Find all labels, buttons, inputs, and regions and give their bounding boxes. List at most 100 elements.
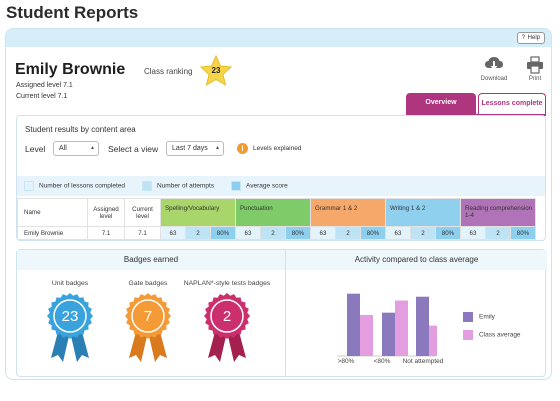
- help-button[interactable]: ? Help: [516, 32, 545, 44]
- x-tick-label: <80%: [373, 358, 391, 365]
- level-select[interactable]: All ▴: [53, 141, 99, 156]
- star-icon: [199, 54, 233, 87]
- help-icon: ?: [521, 35, 525, 41]
- legend-average-label: Average score: [246, 182, 288, 190]
- cell-average: 80%: [435, 226, 461, 240]
- cell-lessons: 63: [385, 226, 411, 240]
- cell-current-level: 7.1: [124, 226, 161, 240]
- print-icon: [527, 56, 543, 74]
- header-area[interactable]: Reading comprehension 1-4: [460, 198, 536, 227]
- legend-swatch: [463, 312, 473, 322]
- level-label: Level: [25, 144, 46, 154]
- view-select[interactable]: Last 7 days ▴: [166, 141, 224, 156]
- legend-class-label: Class average: [479, 331, 521, 339]
- badge-count: 7: [144, 308, 152, 325]
- cell-attempts: 2: [185, 226, 211, 240]
- assigned-level: Assigned level 7.1: [16, 82, 73, 89]
- table-row[interactable]: Emily Brownie 7.1 7.1 63 2 80% 63 2 80% …: [17, 226, 536, 240]
- activity-bar-chart: [337, 293, 437, 357]
- class-ranking-value: 23: [211, 66, 221, 75]
- legend-lessons-label: Number of lessons completed: [39, 182, 125, 190]
- print-button[interactable]: Print: [517, 56, 551, 82]
- print-label: Print: [528, 76, 542, 82]
- legend-emily: Emily: [463, 312, 495, 322]
- header-area[interactable]: Spelling/Vocabulary: [160, 198, 236, 227]
- view-select-value: Last 7 days: [172, 145, 208, 152]
- cell-attempts: 2: [485, 226, 511, 240]
- download-label: Download: [480, 76, 508, 82]
- badge-label: Unit badges: [51, 280, 89, 287]
- legend-swatch: [142, 181, 152, 191]
- badge-count: 23: [62, 308, 79, 325]
- x-tick-label: Not attempted: [402, 358, 444, 365]
- legend-swatch: [24, 181, 34, 191]
- legend-swatch: [463, 330, 473, 340]
- activity-title: Activity compared to class average: [286, 250, 547, 270]
- cell-lessons: 63: [160, 226, 186, 240]
- table-header-row: Name Assigned level Current level Spelli…: [17, 198, 536, 227]
- class-ranking-label: Class ranking: [144, 67, 193, 76]
- section-divider: [285, 250, 286, 376]
- cell-average: 80%: [510, 226, 536, 240]
- student-name: Emily Brownie: [15, 61, 126, 78]
- cell-attempts: 2: [410, 226, 436, 240]
- cell-attempts: 2: [260, 226, 286, 240]
- badge-count: 2: [223, 308, 231, 325]
- download-button[interactable]: Download: [476, 56, 512, 82]
- legend-class-average: Class average: [463, 330, 521, 340]
- bar-class-average: [429, 325, 437, 356]
- cell-lessons: 63: [310, 226, 336, 240]
- help-label: Help: [527, 35, 540, 41]
- cell-lessons: 63: [460, 226, 486, 240]
- legend-lessons: Number of lessons completed: [24, 181, 125, 192]
- summary-section: Badges earned Activity compared to class…: [16, 249, 547, 377]
- info-icon[interactable]: i: [237, 143, 248, 154]
- legend-bar: Number of lessons completed Number of at…: [17, 176, 545, 196]
- cell-average: 80%: [360, 226, 386, 240]
- naplan-badge-rosette-icon: 2: [204, 293, 250, 362]
- bar-class-average: [360, 314, 373, 356]
- header-area[interactable]: Writing 1 & 2: [385, 198, 461, 227]
- results-section: Student results by content area Level Al…: [16, 115, 546, 241]
- results-title: Student results by content area: [25, 125, 136, 134]
- tab-lessons-complete[interactable]: Lessons complete: [478, 93, 546, 115]
- bar-emily: [416, 296, 429, 356]
- top-band: [6, 29, 551, 47]
- current-level: Current level 7.1: [16, 93, 68, 100]
- chevron-updown-icon: ▴: [215, 145, 219, 151]
- bar-emily: [382, 312, 395, 356]
- x-tick-label: >80%: [337, 358, 355, 365]
- download-icon: [485, 57, 503, 70]
- report-panel: ? Help Emily Brownie Assigned level 7.1 …: [5, 28, 552, 380]
- legend-attempts: Number of attempts: [142, 181, 214, 192]
- cell-average: 80%: [285, 226, 311, 240]
- badge-label: NAPLAN*-style tests badges: [183, 280, 271, 287]
- header-area[interactable]: Grammar 1 & 2: [310, 198, 386, 227]
- legend-swatch: [231, 181, 241, 191]
- levels-explained-link[interactable]: Levels explained: [253, 145, 302, 152]
- legend-average: Average score: [231, 181, 288, 192]
- bar-emily: [347, 293, 360, 356]
- page-title: Student Reports: [6, 3, 139, 22]
- tab-overview[interactable]: Overview: [406, 93, 476, 115]
- results-table: Name Assigned level Current level Spelli…: [17, 198, 536, 240]
- header-assigned-level: Assigned level: [87, 198, 125, 227]
- cell-lessons: 63: [235, 226, 261, 240]
- level-select-value: All: [59, 145, 67, 152]
- legend-emily-label: Emily: [479, 313, 495, 321]
- header-area[interactable]: Punctuation: [235, 198, 311, 227]
- cell-average: 80%: [210, 226, 236, 240]
- cell-attempts: 2: [335, 226, 361, 240]
- chevron-updown-icon: ▴: [90, 145, 94, 151]
- bar-class-average: [395, 300, 408, 356]
- view-label: Select a view: [108, 144, 159, 154]
- badges-title: Badges earned: [17, 250, 285, 270]
- header-current-level: Current level: [124, 198, 161, 227]
- gate-badge-rosette-icon: 7: [125, 293, 171, 362]
- unit-badge-rosette-icon: 23: [47, 293, 93, 362]
- header-name: Name: [17, 198, 88, 227]
- legend-attempts-label: Number of attempts: [157, 182, 215, 190]
- badge-label: Gate badges: [128, 280, 168, 287]
- cell-assigned-level: 7.1: [87, 226, 125, 240]
- cell-student-name: Emily Brownie: [17, 226, 88, 240]
